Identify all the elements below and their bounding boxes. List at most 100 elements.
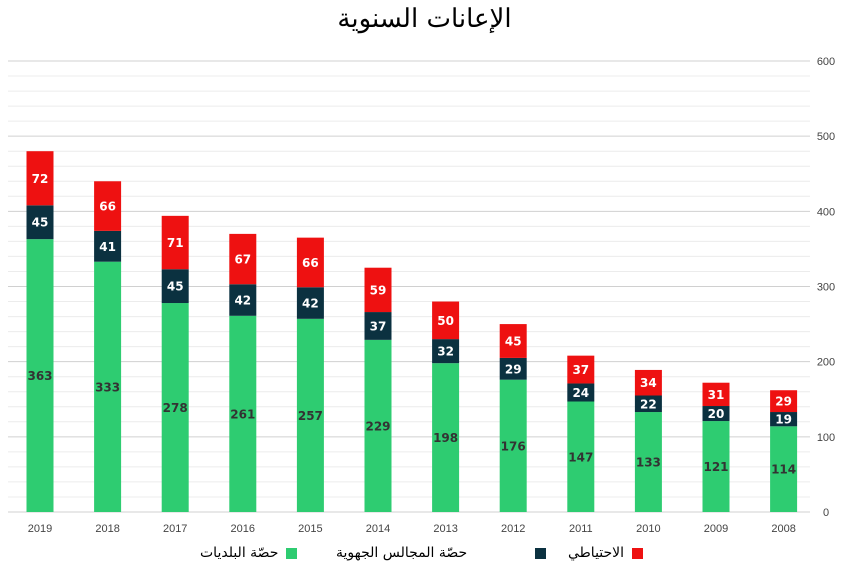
labels: 0100200300400500600363457220193334166201… [27,56,835,535]
data-label: 42 [234,294,251,308]
data-label: 176 [501,439,526,453]
bar-segment [567,401,595,512]
x-tick-label: 2009 [704,523,728,535]
data-label: 71 [167,236,184,250]
data-label: 333 [95,380,120,394]
y-tick-label: 100 [817,432,835,444]
x-tick-label: 2018 [95,523,119,535]
bar-segment [161,303,189,512]
bar-segment [26,239,54,512]
x-tick-label: 2017 [163,523,187,535]
bar-segment [634,412,662,512]
bar-segment [296,287,324,319]
data-label: 45 [32,216,49,230]
y-tick-label: 400 [817,206,835,218]
x-tick-label: 2015 [298,523,322,535]
data-label: 50 [437,314,454,328]
chart-title: الإعانات السنوية [337,4,512,34]
data-label: 278 [163,401,188,415]
bar-segment [161,269,189,304]
bar-segment [296,318,324,512]
data-label: 31 [708,388,725,402]
data-label: 45 [505,334,522,348]
bar-segment [634,395,662,413]
data-label: 72 [32,172,49,186]
x-tick-label: 2011 [569,523,593,535]
bar-segment [634,369,662,396]
legend-label-municipalities: حصّة البلديات [200,545,279,561]
bar-segment [770,426,798,512]
legend: حصّة البلديات حصّة المجالس الجهوية الاحت… [0,545,849,569]
bars [26,151,798,512]
data-label: 29 [505,362,522,376]
data-label: 257 [298,409,323,423]
bar-segment [94,261,122,512]
data-label: 34 [640,376,657,390]
bar-segment [161,215,189,270]
data-label: 114 [771,463,796,477]
x-tick-label: 2014 [366,523,390,535]
data-label: 32 [437,345,454,359]
legend-label-regional-councils: حصّة المجالس الجهوية [336,545,468,561]
y-tick-label: 500 [817,131,835,143]
bar-segment [26,151,54,206]
bar-segment [499,379,527,512]
bar-segment [432,363,460,512]
data-label: 37 [370,319,387,333]
data-label: 45 [167,280,184,294]
bar-segment [702,382,730,407]
y-tick-label: 200 [817,357,835,369]
data-label: 133 [636,456,661,470]
x-tick-label: 2010 [636,523,660,535]
data-label: 24 [572,386,589,400]
data-label: 59 [370,283,387,297]
legend-item-regional-councils: حصّة المجالس الجهوية [336,545,547,561]
x-tick-label: 2013 [433,523,457,535]
bar-segment [94,230,122,262]
bar-segment [229,284,257,316]
bar-segment [26,205,54,240]
bar-segment [499,357,527,380]
legend-swatch-municipalities [286,547,298,559]
data-label: 261 [230,407,255,421]
x-tick-label: 2019 [28,523,52,535]
data-label: 19 [775,413,792,427]
bar-segment [94,181,122,231]
data-label: 20 [708,407,725,421]
data-label: 229 [365,419,390,433]
x-tick-label: 2012 [501,523,525,535]
bar-segment [296,237,324,288]
bar-segment [432,301,460,340]
data-label: 66 [99,200,116,214]
bar-segment [567,383,595,402]
data-label: 41 [99,240,116,254]
bar-segment [702,421,730,512]
x-tick-label: 2008 [771,523,795,535]
data-label: 37 [572,363,589,377]
data-label: 67 [234,253,251,267]
legend-item-reserve: الاحتياطي [568,545,644,561]
legend-label-reserve: الاحتياطي [568,545,625,561]
data-label: 66 [302,256,319,270]
grid-lines [8,60,810,513]
y-tick-label: 300 [817,282,835,294]
data-label: 42 [302,297,319,311]
bar-segment [770,412,798,427]
y-tick-label: 0 [823,507,829,519]
data-label: 363 [27,369,52,383]
legend-swatch-reserve [632,547,644,559]
bar-segment [770,390,798,413]
legend-swatch-regional-councils [535,547,547,559]
bar-segment [364,267,392,313]
data-label: 29 [775,395,792,409]
bar-segment [702,406,730,422]
bar-segment [364,339,392,512]
bar-segment [229,315,257,512]
bar-segment [499,324,527,358]
bar-segment [432,339,460,364]
bar-segment [567,355,595,384]
data-label: 198 [433,431,458,445]
data-label: 147 [568,450,593,464]
bar-segment [364,312,392,340]
